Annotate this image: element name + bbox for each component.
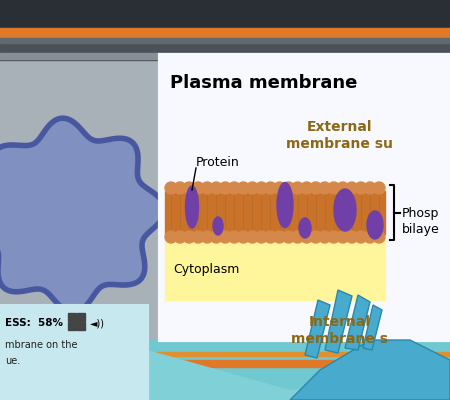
Text: ◄)): ◄)) — [90, 318, 105, 328]
Text: ESS:  58%: ESS: 58% — [5, 318, 63, 328]
Ellipse shape — [346, 231, 358, 243]
Bar — [77, 322, 85, 330]
Polygon shape — [325, 290, 352, 353]
Ellipse shape — [210, 182, 222, 194]
Ellipse shape — [201, 182, 213, 194]
Ellipse shape — [364, 231, 376, 243]
Ellipse shape — [328, 182, 340, 194]
Text: Phosp
bilaye: Phosp bilaye — [402, 208, 440, 236]
Ellipse shape — [283, 182, 295, 194]
Ellipse shape — [283, 231, 295, 243]
Ellipse shape — [292, 182, 304, 194]
Ellipse shape — [319, 182, 331, 194]
Bar — [130, 352, 450, 356]
Ellipse shape — [192, 231, 204, 243]
Ellipse shape — [219, 231, 231, 243]
Text: mbrane on the: mbrane on the — [5, 340, 77, 350]
Bar — [130, 360, 450, 367]
Ellipse shape — [334, 189, 356, 231]
Bar — [77, 313, 85, 321]
Bar — [68, 322, 76, 330]
Ellipse shape — [213, 217, 223, 235]
Ellipse shape — [256, 182, 267, 194]
Ellipse shape — [310, 231, 322, 243]
Polygon shape — [345, 295, 370, 350]
Polygon shape — [305, 300, 330, 358]
Ellipse shape — [355, 231, 367, 243]
Bar — [0, 53, 450, 59]
Polygon shape — [130, 345, 450, 400]
Bar — [68, 313, 76, 321]
Text: Plasma membrane: Plasma membrane — [170, 74, 357, 92]
Ellipse shape — [228, 182, 240, 194]
Ellipse shape — [210, 231, 222, 243]
Ellipse shape — [364, 182, 376, 194]
Ellipse shape — [274, 231, 285, 243]
Ellipse shape — [367, 211, 383, 239]
Ellipse shape — [337, 231, 349, 243]
Ellipse shape — [301, 182, 313, 194]
Ellipse shape — [247, 231, 258, 243]
Bar — [0, 0, 450, 55]
Ellipse shape — [373, 231, 385, 243]
Ellipse shape — [174, 182, 186, 194]
Ellipse shape — [185, 186, 198, 228]
Ellipse shape — [301, 231, 313, 243]
Ellipse shape — [237, 231, 249, 243]
Ellipse shape — [165, 231, 177, 243]
Ellipse shape — [201, 231, 213, 243]
Ellipse shape — [292, 231, 304, 243]
Ellipse shape — [247, 182, 258, 194]
Ellipse shape — [337, 182, 349, 194]
Bar — [130, 340, 450, 400]
Bar — [0, 305, 148, 400]
Ellipse shape — [183, 182, 195, 194]
Ellipse shape — [299, 218, 311, 238]
Ellipse shape — [274, 182, 285, 194]
Bar — [165, 191, 385, 234]
Ellipse shape — [256, 231, 267, 243]
Ellipse shape — [319, 231, 331, 243]
Ellipse shape — [355, 182, 367, 194]
Bar — [160, 55, 450, 340]
Ellipse shape — [174, 231, 186, 243]
Ellipse shape — [328, 231, 340, 243]
Ellipse shape — [192, 182, 204, 194]
Bar — [0, 38, 450, 43]
Ellipse shape — [373, 182, 385, 194]
Ellipse shape — [310, 182, 322, 194]
Bar — [165, 240, 385, 300]
Ellipse shape — [237, 182, 249, 194]
Polygon shape — [290, 340, 450, 400]
Text: Internal
membrane s: Internal membrane s — [291, 315, 388, 346]
Ellipse shape — [265, 231, 276, 243]
Text: Cytoplasm: Cytoplasm — [173, 264, 239, 276]
Ellipse shape — [265, 182, 276, 194]
Bar — [0, 28, 450, 38]
Bar — [0, 345, 450, 400]
Ellipse shape — [346, 182, 358, 194]
Ellipse shape — [219, 182, 231, 194]
Bar — [0, 55, 165, 365]
Ellipse shape — [183, 231, 195, 243]
Ellipse shape — [277, 182, 293, 228]
Polygon shape — [0, 118, 165, 312]
Text: Protein: Protein — [196, 156, 240, 168]
Text: ue.: ue. — [5, 356, 20, 366]
Text: External
membrane su: External membrane su — [286, 120, 393, 151]
Ellipse shape — [165, 182, 177, 194]
Bar — [0, 40, 450, 60]
Polygon shape — [363, 305, 382, 350]
Ellipse shape — [228, 231, 240, 243]
